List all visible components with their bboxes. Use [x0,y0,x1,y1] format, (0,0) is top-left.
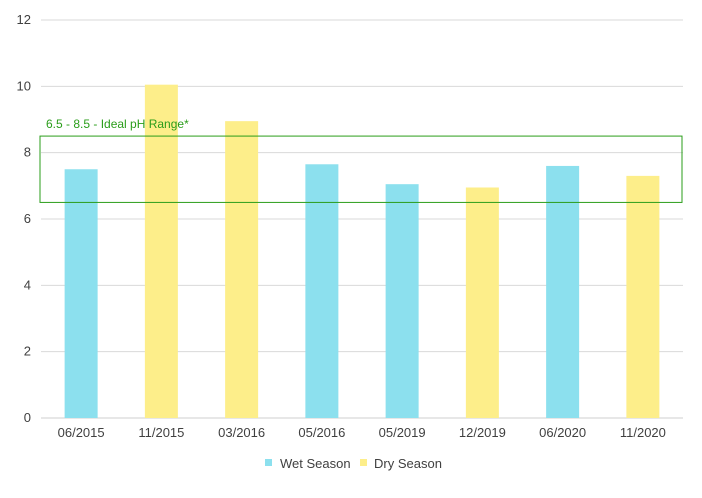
y-tick-label: 0 [24,410,31,425]
y-axis-ticks: 0 2 4 6 8 10 12 [17,12,31,425]
bar-06-2015 [64,169,98,418]
x-tick-label: 06/2020 [539,425,586,440]
bar-11-2015 [144,84,178,419]
x-tick-label: 03/2016 [218,425,265,440]
x-tick-label: 05/2016 [298,425,345,440]
bar-05-2019 [385,184,419,418]
bar-12-2019 [465,187,499,418]
y-tick-label: 4 [24,277,31,292]
legend-label-wet-season: Wet Season [280,456,351,471]
ideal-range-label: 6.5 - 8.5 - Ideal pH Range* [46,117,189,131]
bar-03-2016 [225,121,259,419]
legend-swatch-wet-season [265,459,272,466]
x-tick-label: 05/2019 [379,425,426,440]
grid-lines [41,19,683,419]
y-tick-label: 8 [24,145,31,160]
y-tick-label: 10 [17,78,31,93]
y-tick-label: 2 [24,344,31,359]
bar-11-2020 [626,175,660,418]
x-tick-label: 12/2019 [459,425,506,440]
y-tick-label: 6 [24,211,31,226]
ideal-range-box [39,135,683,203]
y-tick-label: 12 [17,12,31,27]
ideal-range-annotation: 6.5 - 8.5 - Ideal pH Range* [39,117,683,203]
legend: Wet Season Dry Season [265,456,442,471]
legend-label-dry-season: Dry Season [374,456,442,471]
x-tick-label: 11/2015 [138,425,184,440]
x-axis-ticks: 06/2015 11/2015 03/2016 05/2016 05/2019 12/20… [58,425,666,440]
bar-05-2016 [305,164,339,418]
x-tick-label: 06/2015 [58,425,105,440]
legend-item-wet-season: Wet Season [265,456,351,471]
x-tick-label: 11/2020 [620,425,666,440]
legend-item-dry-season: Dry Season [360,456,442,471]
bars [64,84,660,419]
bar-06-2020 [546,165,580,418]
legend-swatch-dry-season [360,459,367,466]
